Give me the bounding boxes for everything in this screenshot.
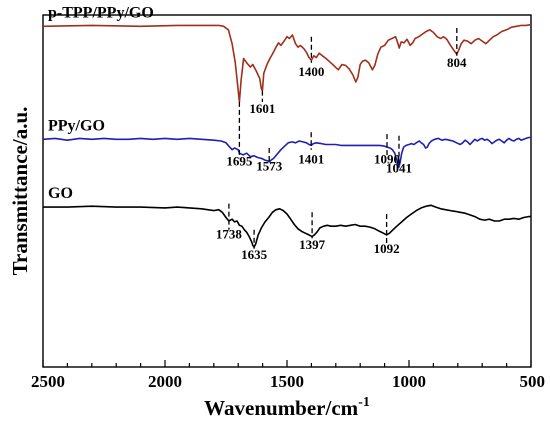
peak-label-1601: 1601 bbox=[249, 101, 275, 116]
peak-label-1397: 1397 bbox=[299, 237, 326, 252]
peak-label-1090: 1090 bbox=[374, 152, 400, 167]
peak-label-1092: 1092 bbox=[374, 241, 400, 256]
series-label-0: p-TPP/PPy/GO bbox=[48, 4, 154, 21]
x-tick-label-2500: 2500 bbox=[31, 372, 65, 391]
peak-label-1041: 1041 bbox=[386, 160, 412, 175]
x-axis-label: Wavenumber/cm-1 bbox=[204, 395, 370, 420]
peak-label-1400: 1400 bbox=[298, 64, 324, 79]
series-label-1: PPy/GO bbox=[48, 117, 105, 134]
x-tick-label-500: 500 bbox=[520, 372, 546, 391]
series-line-0 bbox=[42, 23, 532, 103]
x-axis-label-superscript: -1 bbox=[358, 395, 370, 410]
x-tick-label-1500: 1500 bbox=[270, 372, 304, 391]
x-axis-label-text: Wavenumber/cm bbox=[204, 396, 358, 420]
x-tick-label-1000: 1000 bbox=[392, 372, 426, 391]
peak-label-804: 804 bbox=[447, 55, 467, 70]
tick-layer: 2500 2000 1500 1000 500 bbox=[31, 360, 545, 391]
y-axis-label: Transmittance/a.u. bbox=[8, 107, 32, 276]
peak-label-1635: 1635 bbox=[241, 247, 268, 262]
peak-label-1695: 1695 bbox=[226, 153, 253, 168]
peak-label-1401: 1401 bbox=[298, 152, 324, 167]
series-line-1 bbox=[42, 136, 531, 168]
peak-label-1573: 1573 bbox=[256, 159, 283, 174]
series-label-layer: p-TPP/PPy/GO PPy/GO GO bbox=[48, 4, 154, 202]
series-label-2: GO bbox=[48, 185, 73, 202]
series-layer bbox=[42, 23, 532, 248]
x-tick-label-2000: 2000 bbox=[148, 372, 182, 391]
series-line-2 bbox=[43, 204, 531, 248]
peak-label-1738: 1738 bbox=[216, 226, 243, 241]
